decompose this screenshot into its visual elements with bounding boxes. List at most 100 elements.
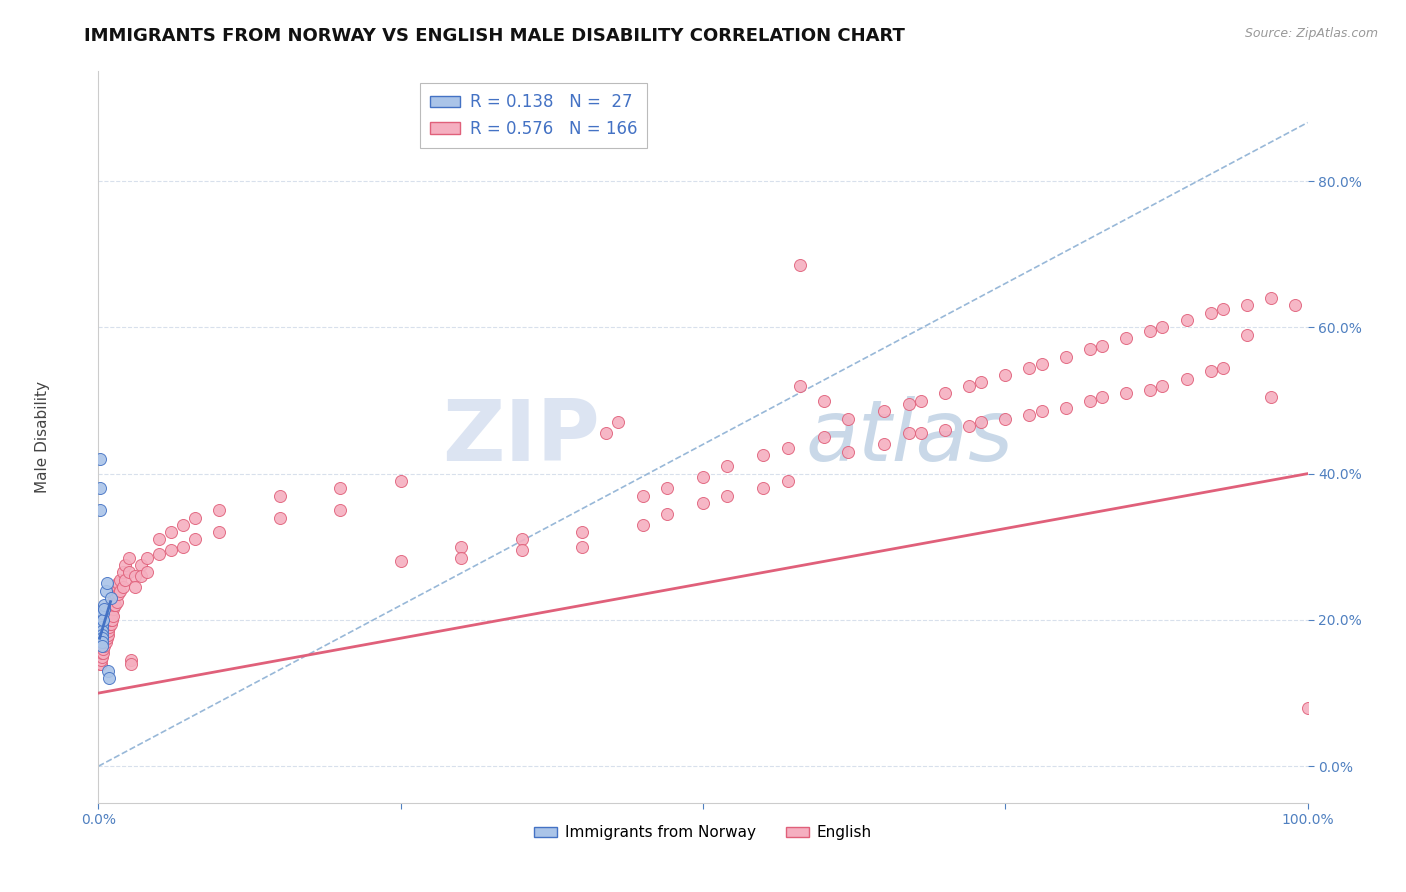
Point — [910, 426, 932, 441]
Point — [90, 613, 112, 627]
Point — [595, 426, 617, 441]
Point — [120, 653, 142, 667]
Point — [118, 550, 141, 565]
Point — [994, 412, 1017, 426]
Point — [89, 653, 111, 667]
Point — [96, 616, 118, 631]
Point — [96, 613, 118, 627]
Point — [103, 591, 125, 605]
Point — [776, 474, 799, 488]
Point — [789, 258, 811, 272]
Point — [100, 591, 122, 605]
Point — [90, 657, 112, 671]
Point — [1236, 327, 1258, 342]
Point — [1139, 324, 1161, 338]
Point — [105, 594, 128, 608]
Point — [107, 587, 129, 601]
Point — [89, 503, 111, 517]
Point — [1031, 404, 1053, 418]
Point — [93, 635, 115, 649]
Point — [91, 624, 114, 638]
Point — [100, 606, 122, 620]
Point — [716, 459, 738, 474]
Point — [98, 620, 121, 634]
Point — [96, 620, 118, 634]
Point — [91, 635, 114, 649]
Point — [89, 657, 111, 671]
Point — [208, 525, 231, 540]
Text: atlas: atlas — [806, 395, 1014, 479]
Point — [970, 375, 993, 389]
Point — [118, 566, 141, 580]
Point — [91, 627, 114, 641]
Point — [184, 510, 207, 524]
Point — [98, 613, 121, 627]
Point — [1152, 379, 1174, 393]
Point — [93, 620, 115, 634]
Point — [90, 646, 112, 660]
Point — [752, 481, 775, 495]
Point — [571, 540, 593, 554]
Point — [172, 517, 194, 532]
Point — [111, 580, 134, 594]
Point — [90, 627, 112, 641]
Point — [873, 404, 896, 418]
Point — [135, 550, 157, 565]
Point — [100, 616, 122, 631]
Point — [450, 550, 472, 565]
Point — [90, 653, 112, 667]
Point — [93, 627, 115, 641]
Point — [934, 386, 956, 401]
Point — [1152, 320, 1174, 334]
Point — [97, 609, 120, 624]
Point — [389, 474, 412, 488]
Point — [510, 543, 533, 558]
Point — [94, 583, 117, 598]
Text: Source: ZipAtlas.com: Source: ZipAtlas.com — [1244, 27, 1378, 40]
Point — [100, 599, 122, 613]
Point — [107, 576, 129, 591]
Point — [957, 419, 980, 434]
Point — [135, 566, 157, 580]
Point — [90, 606, 112, 620]
Point — [101, 609, 124, 624]
Point — [100, 599, 122, 613]
Point — [813, 430, 835, 444]
Point — [120, 657, 142, 671]
Point — [970, 416, 993, 430]
Point — [91, 635, 114, 649]
Point — [160, 525, 183, 540]
Point — [91, 632, 114, 646]
Point — [97, 624, 120, 638]
Point — [873, 437, 896, 451]
Point — [1212, 301, 1234, 317]
Point — [89, 481, 111, 495]
Point — [91, 639, 114, 653]
Point — [1236, 298, 1258, 312]
Point — [97, 613, 120, 627]
Legend: Immigrants from Norway, English: Immigrants from Norway, English — [529, 819, 877, 847]
Point — [813, 393, 835, 408]
Point — [269, 510, 291, 524]
Point — [837, 444, 859, 458]
Point — [98, 609, 121, 624]
Point — [655, 481, 678, 495]
Point — [91, 616, 114, 631]
Point — [1018, 360, 1040, 375]
Point — [692, 470, 714, 484]
Point — [1031, 357, 1053, 371]
Point — [114, 558, 136, 573]
Point — [108, 573, 131, 587]
Point — [114, 573, 136, 587]
Point — [1260, 291, 1282, 305]
Point — [184, 533, 207, 547]
Point — [1175, 313, 1198, 327]
Point — [97, 620, 120, 634]
Point — [1018, 408, 1040, 422]
Point — [91, 642, 114, 657]
Y-axis label: Male Disability: Male Disability — [35, 381, 49, 493]
Point — [90, 649, 112, 664]
Point — [631, 489, 654, 503]
Point — [631, 517, 654, 532]
Point — [510, 533, 533, 547]
